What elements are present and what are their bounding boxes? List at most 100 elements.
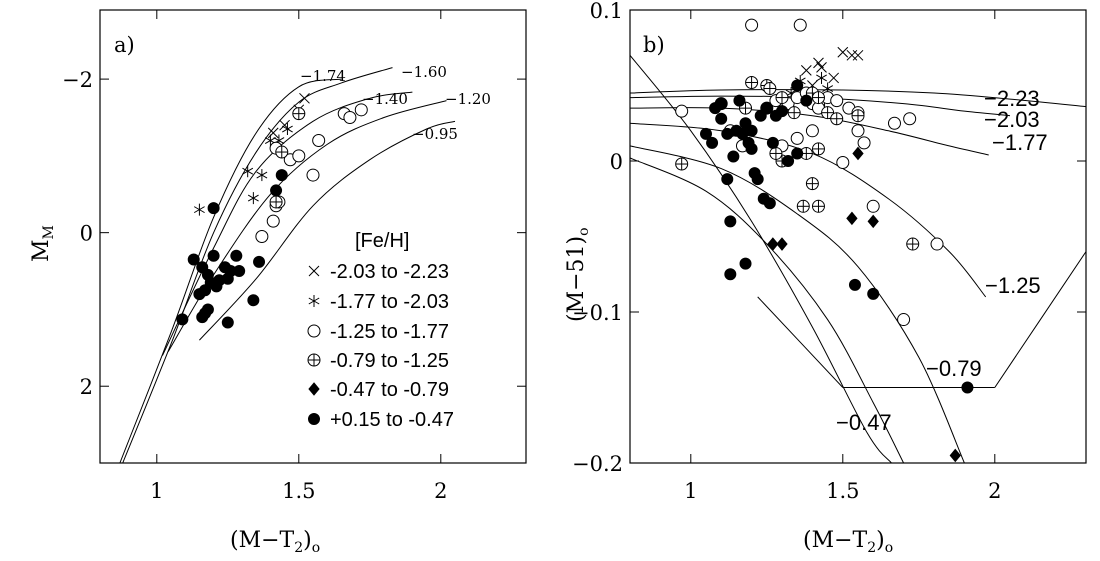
panel-b-curve-8 bbox=[994, 251, 1086, 388]
curve-label-a-160: −1.60 bbox=[401, 63, 447, 81]
panel-a-xtick-label: 2 bbox=[434, 479, 447, 503]
panel-b-point-filled-circle bbox=[800, 94, 813, 107]
panel-b-point-filled-diamond bbox=[846, 211, 858, 226]
panel-b-point-open-circle bbox=[897, 313, 911, 327]
panel-a-ytick-label: 0 bbox=[80, 222, 93, 246]
panel-b-point-cross bbox=[828, 72, 840, 84]
panel-a-point-filled-circle bbox=[201, 303, 214, 316]
panel-b-point-filled-circle bbox=[776, 105, 788, 118]
panel-b-curve-9 bbox=[757, 296, 844, 388]
legend-marker-cross bbox=[308, 265, 320, 277]
panel-b-point-filled-circle bbox=[745, 142, 758, 155]
panel-b-point-filled-circle bbox=[763, 197, 776, 210]
panel-a-point-asterisk bbox=[256, 169, 268, 182]
panel-a-point-open-circle bbox=[312, 134, 326, 148]
panel-b-ytick-label: 0.1 bbox=[590, 0, 623, 23]
legend-entry-3: -1.25 to -1.77 bbox=[330, 321, 449, 343]
panel-a-point-asterisk bbox=[281, 123, 293, 136]
panel-b-point-open-circle bbox=[903, 112, 917, 126]
panel-b-point-filled-circle bbox=[706, 136, 719, 149]
panel-a-point-filled-circle bbox=[247, 294, 260, 307]
panel-b-point-filled-circle bbox=[751, 173, 764, 186]
panel-b-point-open-circle bbox=[836, 156, 850, 170]
panel-a-point-asterisk bbox=[193, 203, 205, 216]
panel-b-point-open-circle bbox=[793, 18, 807, 32]
panel-b-point-cross bbox=[837, 46, 849, 58]
panel-b-curve-5 bbox=[630, 157, 905, 463]
panel-b-xtick-label: 1 bbox=[684, 479, 697, 503]
panel-b-point-filled-circle bbox=[848, 278, 861, 291]
panel-b-point-circle-plus bbox=[769, 146, 783, 160]
panel-b-point-circle-plus bbox=[821, 106, 835, 120]
legend-marker-circle-plus bbox=[307, 353, 321, 367]
panel-b-point-circle-plus bbox=[775, 91, 789, 105]
panel-b-point-open-circle bbox=[790, 131, 804, 145]
legend-marker-asterisk bbox=[308, 295, 320, 307]
panel-b-point-cross bbox=[813, 57, 824, 69]
panel-b-point-open-circle bbox=[830, 94, 844, 108]
panel-b-xlabel: (M−T2)o bbox=[803, 528, 893, 556]
panel-a-points bbox=[176, 92, 368, 329]
panel-b-ytick-label: 0 bbox=[610, 150, 623, 174]
curve-label-b-125: −1.25 bbox=[985, 273, 1041, 298]
panel-b-point-circle-plus bbox=[745, 75, 759, 89]
panel-b-ylabel: (M−51)o bbox=[564, 227, 592, 322]
panel-b-point-filled-circle bbox=[867, 287, 880, 300]
panel-b-point-circle-plus bbox=[787, 106, 801, 120]
curve-label-a-140: −1.40 bbox=[362, 90, 408, 108]
curve-label-b-177: −1.77 bbox=[992, 130, 1048, 155]
legend-entry-2: -1.77 to -2.03 bbox=[330, 291, 449, 313]
legend-entry-5: -0.47 to -0.79 bbox=[330, 379, 449, 401]
panel-a-point-filled-circle bbox=[187, 253, 200, 266]
panel-b-point-cross bbox=[800, 65, 812, 76]
panel-a-curve-1 bbox=[122, 67, 393, 463]
panel-b-point-circle-plus bbox=[906, 237, 920, 251]
curve-label-b-079: −0.79 bbox=[926, 356, 982, 381]
panel-b-point-circle-plus bbox=[763, 82, 777, 96]
panel-b-point-filled-diamond bbox=[852, 146, 864, 161]
panel-b-point-filled-diamond bbox=[767, 237, 779, 251]
legend-entry-6: +0.15 to -0.47 bbox=[330, 409, 454, 431]
panel-b-point-filled-circle bbox=[766, 136, 779, 149]
panel-b-point-circle-plus bbox=[811, 91, 825, 105]
panel-b-point-filled-circle bbox=[791, 147, 804, 160]
panel-b-point-circle-plus bbox=[830, 112, 844, 126]
panel-b-point-filled-circle bbox=[760, 102, 773, 115]
legend-marker-filled-diamond bbox=[308, 382, 320, 396]
legend-marker-filled-circle bbox=[308, 413, 320, 425]
panel-b-curve-6 bbox=[630, 54, 892, 463]
panel-b-point-open-circle bbox=[745, 18, 759, 32]
panel-a-point-filled-circle bbox=[270, 184, 283, 197]
panel-b-point-filled-diamond bbox=[776, 237, 788, 251]
panel-a-curve-4 bbox=[199, 120, 456, 341]
panel-b-point-open-circle bbox=[887, 116, 901, 130]
panel-b-curve-4 bbox=[630, 145, 965, 463]
panel-b-point-circle-plus bbox=[805, 177, 819, 191]
legend-entry-1: -2.03 to -2.23 bbox=[330, 261, 449, 283]
panel-a-point-filled-circle bbox=[207, 249, 220, 262]
panel-b-ytick-label: −0.1 bbox=[572, 301, 623, 325]
panel-b-points bbox=[675, 18, 974, 463]
panel-a-point-open-circle bbox=[255, 230, 269, 243]
panel-a-point-open-circle bbox=[306, 168, 320, 182]
panel-b-xtick-label: 1.5 bbox=[826, 479, 859, 503]
panel-b-point-filled-diamond bbox=[867, 214, 879, 229]
panel-a-ylabel: MM bbox=[29, 225, 57, 262]
panel-b-xtick-label: 2 bbox=[988, 479, 1001, 503]
panel-b-ticks: 1 1.5 2 −0.2 −0.1 0 0.1 bbox=[572, 0, 1086, 503]
panel-b-point-open-circle bbox=[866, 199, 880, 213]
panel-b-point-cross bbox=[816, 62, 827, 73]
curve-label-b-203: −2.03 bbox=[984, 107, 1040, 132]
panel-b-point-filled-circle bbox=[724, 268, 737, 281]
panel-b-point-filled-circle bbox=[739, 257, 752, 270]
panel-a-point-filled-circle bbox=[221, 316, 234, 329]
panel-b-point-open-circle bbox=[805, 124, 819, 138]
panel-a-point-circle-plus bbox=[292, 107, 306, 121]
panel-b-point-filled-circle bbox=[727, 150, 740, 163]
panel-b-label: b) bbox=[643, 33, 665, 57]
panel-a-point-filled-circle bbox=[275, 169, 288, 182]
panel-b-point-open-circle bbox=[675, 104, 689, 118]
panel-a-frame bbox=[99, 9, 527, 464]
panel-a-xtick-label: 1.5 bbox=[282, 479, 315, 503]
